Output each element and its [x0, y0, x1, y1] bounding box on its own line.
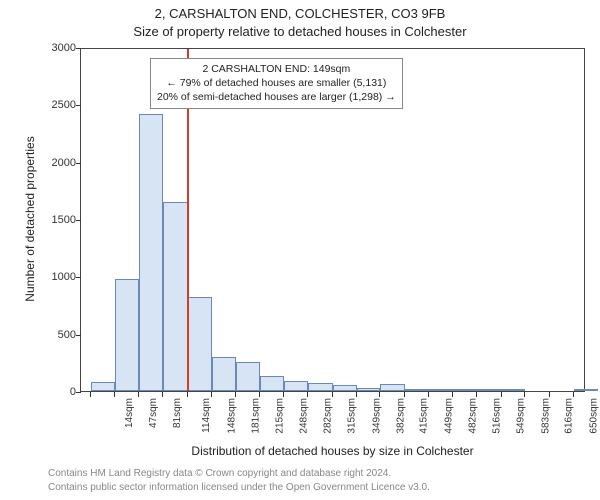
xtick-label: 382sqm — [395, 398, 406, 434]
histogram-bar — [357, 388, 381, 391]
annotation-line-1: 2 CARSHALTON END: 149sqm — [157, 62, 396, 76]
xtick-label: 148sqm — [226, 398, 237, 434]
ytick-mark — [76, 48, 81, 49]
xtick-mark — [307, 392, 308, 397]
xtick-mark — [501, 392, 502, 397]
xtick-label: 482sqm — [467, 398, 478, 434]
xtick-mark — [332, 392, 333, 397]
xtick-label: 616sqm — [564, 398, 575, 434]
xtick-label: 516sqm — [492, 398, 503, 434]
xtick-mark — [549, 392, 550, 397]
figure-container: 2, CARSHALTON END, COLCHESTER, CO3 9FB S… — [0, 0, 600, 500]
histogram-bar — [212, 357, 237, 391]
xtick-mark — [283, 392, 284, 397]
xtick-mark — [162, 392, 163, 397]
histogram-bar — [380, 384, 405, 391]
title-line-1: 2, CARSHALTON END, COLCHESTER, CO3 9FB — [0, 6, 600, 21]
footer-line-1: Contains HM Land Registry data © Crown c… — [48, 468, 391, 479]
xtick-mark — [379, 392, 380, 397]
xtick-mark — [573, 392, 574, 397]
title-line-2: Size of property relative to detached ho… — [0, 24, 600, 39]
histogram-bar — [429, 389, 454, 391]
histogram-bar — [115, 279, 140, 391]
ytick-label: 3000 — [2, 42, 76, 54]
x-axis: 14sqm 47sqm 81sqm 114sqm 148sqm 181sqm 215sqm 2… — [80, 392, 585, 452]
xtick-label: 315sqm — [347, 398, 358, 434]
histogram-bar — [236, 362, 260, 391]
histogram-bar — [260, 376, 285, 391]
xtick-mark — [235, 392, 236, 397]
ytick-mark — [76, 277, 81, 278]
xtick-label: 14sqm — [124, 398, 135, 428]
histogram-bar — [163, 202, 188, 391]
xtick-label: 215sqm — [275, 398, 286, 434]
ytick-label: 0 — [2, 386, 76, 398]
xtick-label: 549sqm — [516, 398, 527, 434]
histogram-bar — [139, 114, 163, 391]
histogram-bar — [453, 389, 477, 391]
footer-line-2: Contains public sector information licen… — [48, 482, 430, 493]
ytick-label: 1500 — [2, 214, 76, 226]
xtick-mark — [211, 392, 212, 397]
xtick-label: 181sqm — [250, 398, 261, 434]
histogram-bar — [405, 389, 429, 391]
y-axis: 050010001500200025003000 — [0, 48, 80, 392]
histogram-bar — [477, 389, 502, 391]
ytick-label: 1000 — [2, 271, 76, 283]
xtick-label: 583sqm — [540, 398, 551, 434]
ytick-mark — [76, 220, 81, 221]
histogram-bar — [502, 389, 526, 391]
histogram-bar — [308, 383, 333, 391]
xtick-label: 349sqm — [371, 398, 382, 434]
xtick-label: 47sqm — [148, 398, 159, 428]
xtick-label: 248sqm — [298, 398, 309, 434]
xtick-mark — [428, 392, 429, 397]
xtick-label: 114sqm — [201, 398, 212, 433]
ytick-mark — [76, 105, 81, 106]
xtick-label: 449sqm — [443, 398, 454, 434]
xtick-label: 650sqm — [589, 398, 600, 434]
ytick-label: 2500 — [2, 99, 76, 111]
xtick-mark — [524, 392, 525, 397]
xtick-label: 282sqm — [323, 398, 334, 434]
histogram-bar — [188, 297, 212, 391]
xtick-label: 81sqm — [172, 398, 183, 428]
histogram-bar — [91, 382, 115, 391]
ytick-mark — [76, 163, 81, 164]
xtick-mark — [114, 392, 115, 397]
xtick-mark — [476, 392, 477, 397]
histogram-bar — [284, 381, 308, 391]
annotation-box: 2 CARSHALTON END: 149sqm ← 79% of detach… — [150, 58, 403, 109]
xtick-mark — [356, 392, 357, 397]
xtick-mark — [138, 392, 139, 397]
xtick-mark — [90, 392, 91, 397]
xtick-mark — [404, 392, 405, 397]
xtick-mark — [452, 392, 453, 397]
histogram-bar — [574, 389, 598, 391]
x-axis-title: Distribution of detached houses by size … — [80, 444, 585, 458]
y-axis-title: Number of detached properties — [23, 119, 37, 319]
annotation-line-3: 20% of semi-detached houses are larger (… — [157, 90, 396, 104]
ytick-label: 2000 — [2, 157, 76, 169]
xtick-mark — [187, 392, 188, 397]
ytick-mark — [76, 335, 81, 336]
xtick-label: 415sqm — [419, 398, 430, 434]
ytick-label: 500 — [2, 329, 76, 341]
histogram-bar — [333, 385, 357, 391]
annotation-line-2: ← 79% of detached houses are smaller (5,… — [157, 76, 396, 90]
xtick-mark — [259, 392, 260, 397]
